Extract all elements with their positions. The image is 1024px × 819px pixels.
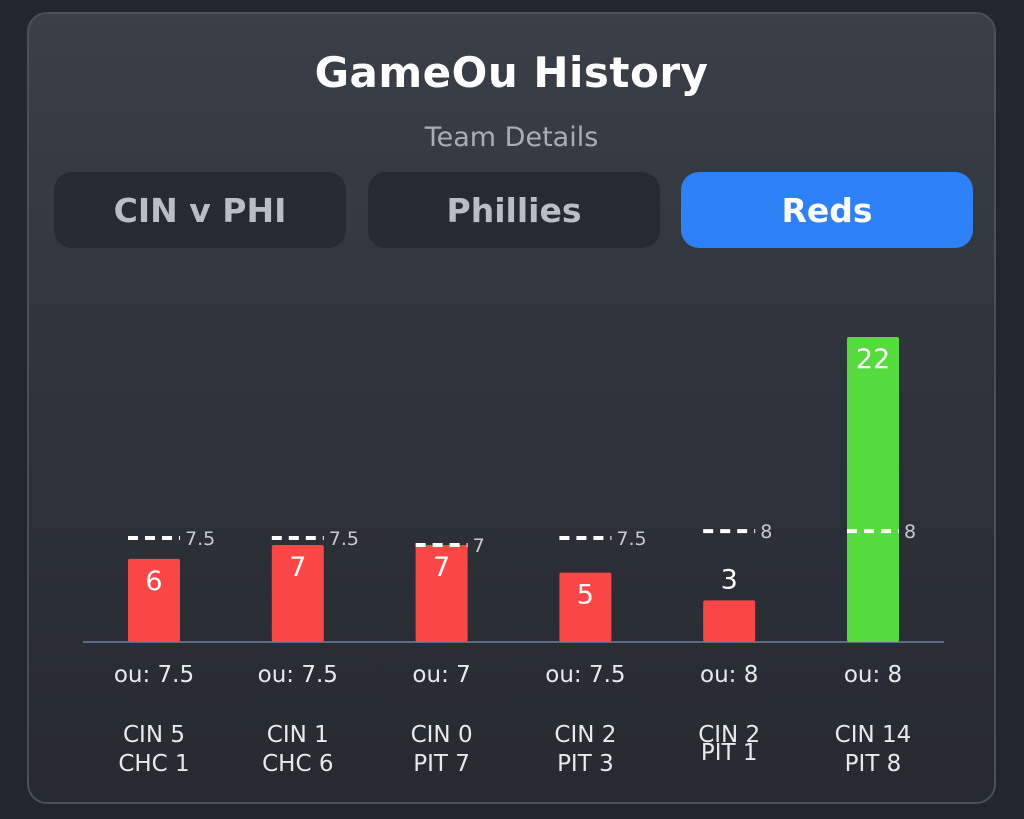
tab-reds[interactable]: Reds [681, 172, 973, 248]
x-tick-label: ou: 7 [412, 662, 470, 688]
ou-line-value-label: 7.5 [185, 528, 215, 550]
game-score-line-1: CIN 5 [123, 722, 185, 748]
game-score-line-2: PIT 3 [557, 751, 614, 777]
x-tick-label: ou: 7.5 [258, 662, 338, 688]
ou-line-value-label: 8 [760, 521, 772, 543]
game-score-line-1: CIN 1 [267, 722, 329, 748]
game-score-line-2: CHC 1 [118, 751, 189, 777]
x-tick-label: ou: 8 [844, 662, 902, 688]
x-tick-label: ou: 7.5 [545, 662, 625, 688]
game-score-line-1: CIN 0 [411, 722, 473, 748]
ou-line-value-label: 7 [473, 535, 485, 557]
tab-phillies[interactable]: Phillies [368, 172, 660, 248]
x-tick-label: ou: 8 [700, 662, 758, 688]
game-score-line-2: PIT 7 [413, 751, 470, 777]
team-tabs: CIN v PHI Phillies Reds [54, 172, 974, 250]
ou-line-value-label: 7.5 [329, 528, 359, 550]
game-ou-history-card: GameOu History Team Details CIN v PHI Ph… [27, 12, 996, 804]
game-score-line-2: PIT 1 [701, 740, 758, 766]
game-score-line-2: PIT 8 [845, 751, 902, 777]
bar-value-label: 7 [433, 552, 450, 583]
bar [415, 544, 468, 642]
bar [128, 558, 180, 642]
ou-line-value-label: 7.5 [616, 528, 646, 550]
game-score-line-2: CHC 6 [262, 751, 333, 777]
card-subtitle: Team Details [424, 122, 599, 153]
bar [559, 572, 612, 642]
card-title: GameOu History [314, 48, 709, 97]
bar-value-label: 3 [721, 564, 738, 595]
bar-value-label: 5 [577, 580, 594, 611]
bar [847, 337, 899, 642]
bar [703, 600, 756, 642]
bar-value-label: 22 [856, 344, 890, 375]
bar-value-label: 7 [289, 552, 306, 583]
game-score-line-1: CIN 2 [554, 722, 616, 748]
game-score-line-1: CIN 14 [835, 722, 912, 748]
x-tick-label: ou: 7.5 [114, 662, 194, 688]
bar [271, 544, 324, 642]
ou-history-bar-chart: 6 7.5 ou: 7.5 CIN 5 CHC 1 7 7.5 ou: 7.5 CIN 1 CHC… [83, 337, 944, 777]
game-score-line-1: CIN 2 [698, 722, 760, 748]
tab-cin-v-phi[interactable]: CIN v PHI [54, 172, 346, 248]
bar-value-label: 6 [145, 566, 162, 597]
ou-line-value-label: 8 [904, 521, 916, 543]
